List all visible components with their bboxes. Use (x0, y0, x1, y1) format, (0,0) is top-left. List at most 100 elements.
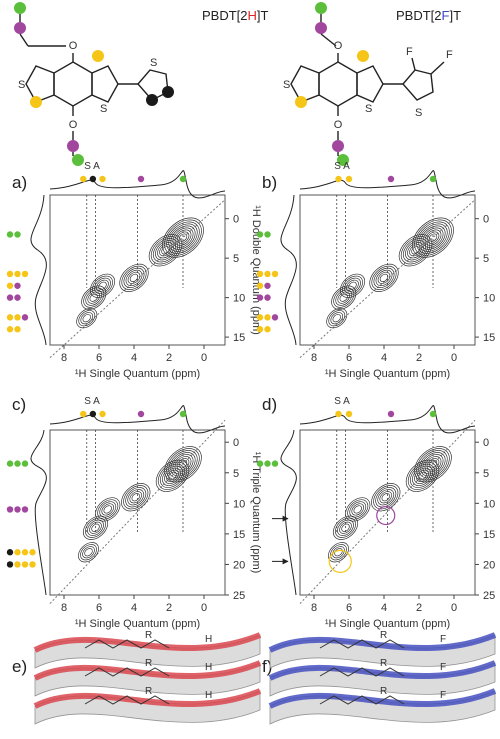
assignment-dot (21, 506, 29, 513)
highlight-circle-yellow (328, 549, 352, 573)
contour-line (174, 229, 192, 246)
contour-line (76, 308, 98, 329)
contour-line (353, 505, 362, 514)
contour-line (351, 503, 365, 516)
contour-line (152, 238, 179, 263)
y-tick-label: 0 (233, 437, 239, 449)
x-tick-label: 8 (61, 602, 67, 614)
contour-line (371, 265, 397, 290)
y-tick-label: 5 (233, 468, 239, 480)
assignment-dot (14, 326, 21, 333)
structure-left: O S S S O (14, 2, 174, 166)
contour-line (121, 483, 151, 512)
contour-line (369, 263, 399, 292)
contour-plot (78, 446, 202, 563)
contour-line (78, 542, 99, 563)
ribbon-backbone (33, 632, 262, 653)
contour-line (424, 229, 442, 246)
contour-line (346, 279, 359, 292)
contour-line (412, 465, 433, 486)
contour-line (176, 231, 190, 244)
sulfur-label: S (283, 79, 290, 91)
x-tick-label: 2 (416, 352, 422, 364)
x-tick-label: 2 (166, 352, 172, 364)
contour-line (129, 273, 139, 282)
contour-line (418, 471, 427, 480)
contour-line (96, 279, 109, 292)
atom-label-R: R (145, 630, 152, 641)
structure-title-left: PBDT[2H]T (202, 8, 269, 23)
y-tick-label: 0 (483, 437, 489, 449)
contour-line (127, 271, 141, 284)
contour-line (400, 236, 431, 265)
backbone-molecule (84, 667, 170, 677)
projection-left (30, 429, 47, 596)
x-tick-label: 8 (311, 352, 317, 364)
contour-line (348, 281, 357, 290)
contour-line (164, 219, 202, 256)
assignment-dot (14, 294, 21, 301)
structure-title-right: PBDT[2F]T (396, 8, 461, 23)
contour-line (328, 310, 346, 327)
ribbon-backbone (33, 660, 262, 681)
sulfur-label: S (365, 103, 372, 115)
projection-top (49, 170, 226, 199)
assignment-dot (429, 175, 437, 183)
x-axis-label: ¹H Single Quantum (ppm) (75, 368, 200, 380)
atom-purple-dot (332, 140, 344, 152)
contour-line (375, 269, 393, 286)
contour-line (150, 236, 181, 265)
backbone-molecule (319, 639, 405, 649)
contour-line (426, 231, 440, 244)
x-tick-label: 6 (346, 352, 352, 364)
panel-e: e) R H R H R H (12, 630, 262, 725)
contour-line (347, 499, 369, 520)
contour-line (345, 497, 371, 522)
atom-yellow-dot (295, 96, 307, 108)
sulfur-label: S (415, 107, 422, 119)
assignment-dot (256, 294, 264, 301)
contour-line (164, 446, 202, 483)
contour-line (89, 273, 116, 298)
assignment-dot (6, 314, 14, 321)
assignment-dot (264, 231, 271, 238)
contour-line (159, 244, 172, 257)
contour-line (170, 225, 196, 250)
atom-black-dot (146, 94, 158, 106)
assignment-dot (387, 175, 395, 183)
assignment-dot (6, 270, 14, 278)
y-tick-label: 15 (233, 332, 245, 344)
contour-line (337, 291, 351, 304)
assignment-dot (14, 506, 21, 513)
contour-line (342, 275, 363, 296)
contour-line (335, 517, 356, 538)
highlight-circle-purple (376, 505, 396, 526)
sa-label: S A (84, 161, 100, 172)
x-tick-label: 2 (166, 602, 172, 614)
contour-line (148, 234, 183, 267)
atom-yellow-dot (357, 50, 369, 62)
contour-line (99, 501, 117, 518)
contour-line (341, 523, 350, 532)
atom-green-dot (72, 154, 84, 166)
assignment-dot (256, 270, 264, 278)
panel-f: f) R F R F R F (262, 630, 497, 725)
contour-line (414, 446, 452, 483)
x-tick-label: 6 (346, 602, 352, 614)
backbone-molecule (84, 695, 170, 705)
contour-line (349, 501, 367, 518)
atom-label: F (440, 690, 446, 701)
assignment-dot (264, 460, 271, 467)
contour-line (95, 497, 121, 522)
x-tick-label: 4 (381, 352, 387, 364)
assignment-dot (256, 326, 264, 333)
atom-label-R: R (145, 686, 152, 697)
contour-line (103, 505, 112, 514)
assignment-dot (137, 175, 145, 183)
contour-line (373, 485, 399, 510)
assignment-dot (21, 314, 29, 321)
assignment-dot (80, 410, 87, 418)
contour-line (339, 273, 366, 298)
assignment-dot (6, 294, 14, 301)
